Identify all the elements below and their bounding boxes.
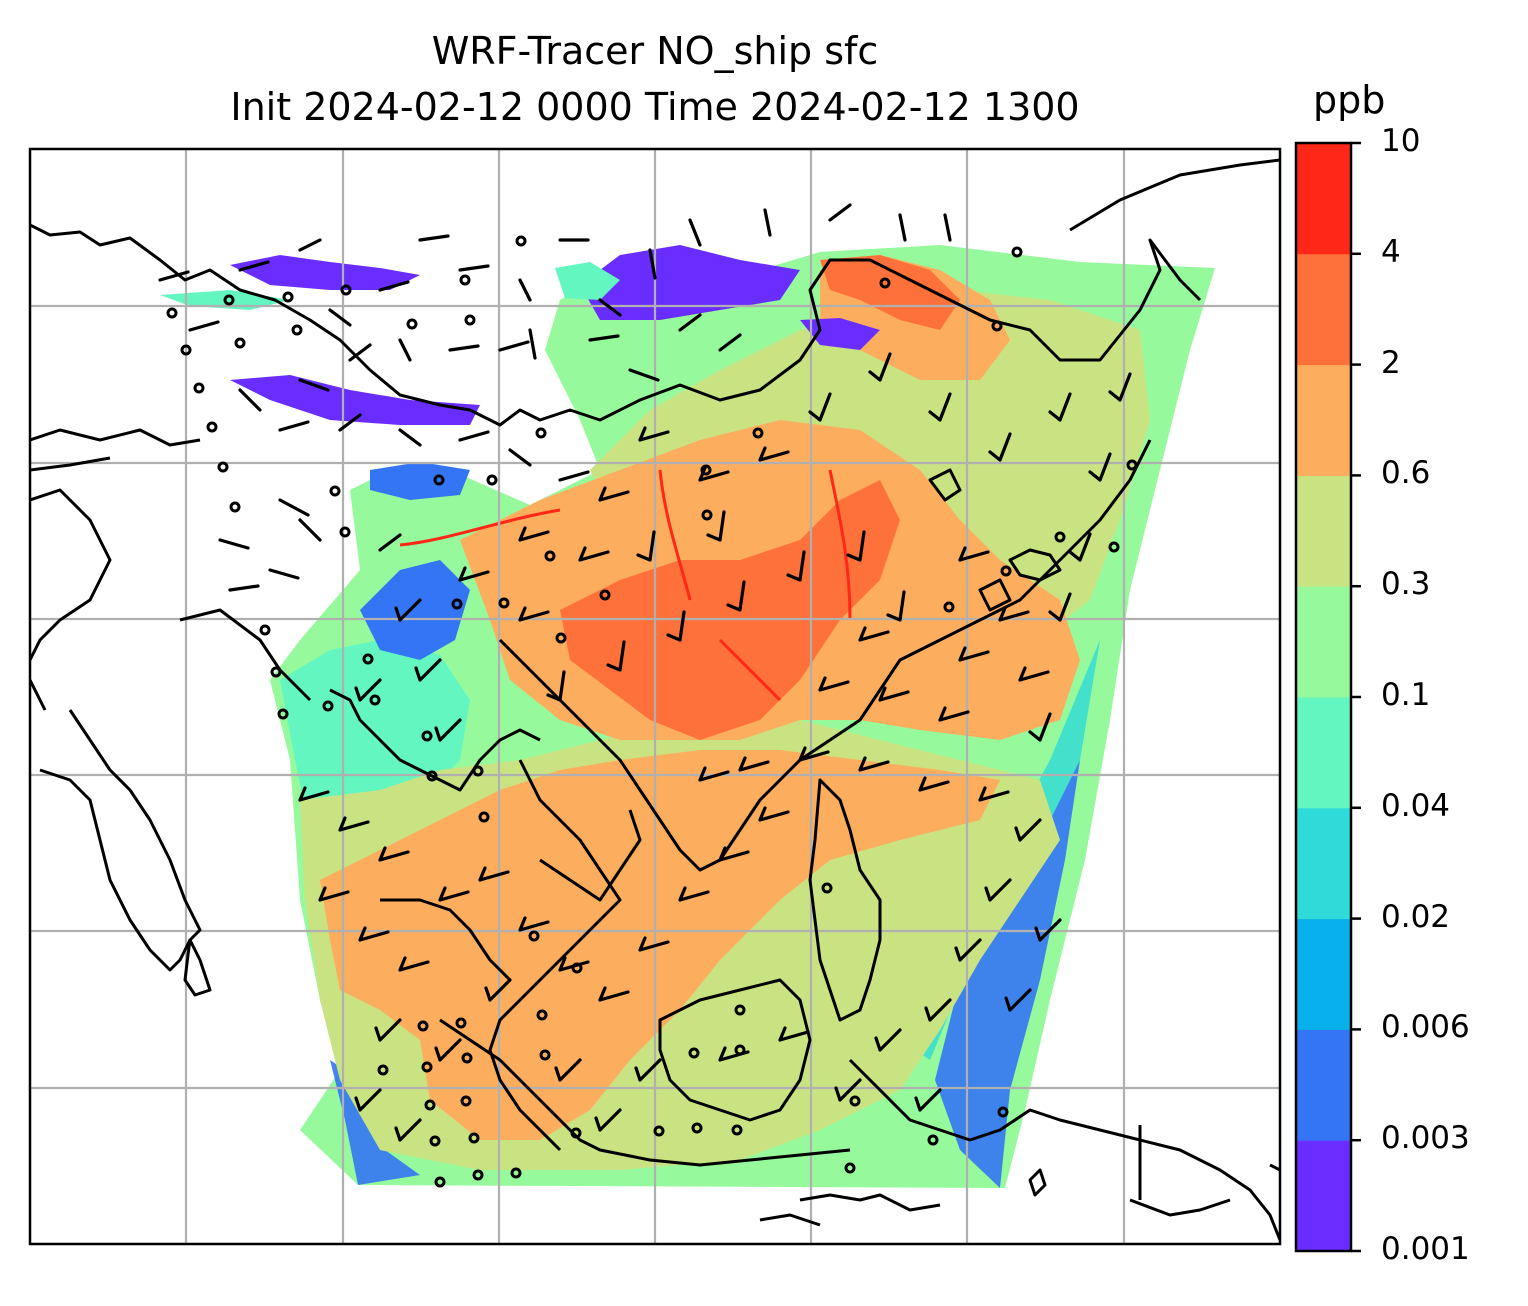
- colorbar-block: [1296, 253, 1351, 366]
- map-title-line-2: Init 2024-02-12 0000 Time 2024-02-12 130…: [230, 85, 1080, 129]
- colorbar-unit-label: ppb: [1313, 78, 1386, 122]
- colorbar-tick-label: 2: [1381, 344, 1401, 381]
- field-high-central: [560, 480, 900, 740]
- field-violet-patch-2: [230, 375, 480, 425]
- map-plot-area: [30, 149, 1280, 1244]
- colorbar-block: [1296, 1140, 1351, 1252]
- coastlines: [30, 158, 1280, 1241]
- colorbar-tick-label: 0.6: [1381, 455, 1431, 492]
- calm-wind-markers: [166, 235, 1138, 1188]
- field-low-east-edge: [935, 760, 1080, 1188]
- colorbar-tick-label: 10: [1381, 123, 1421, 159]
- map-gridlines: [30, 149, 1280, 1244]
- map-title-line-1: WRF-Tracer NO_ship sfc: [431, 29, 879, 73]
- colorbar-tick-label: 0.1: [1381, 677, 1431, 713]
- map-frame: [28, 147, 1282, 1246]
- colorbar-tick-label: 0.02: [1381, 898, 1451, 935]
- colorbar-block: [1296, 586, 1351, 698]
- colorbar-block: [1296, 918, 1351, 1030]
- field-high-coast: [820, 255, 960, 330]
- colorbar-tick-label: 0.04: [1381, 787, 1451, 824]
- colorbar-tick-label: 0.006: [1381, 1009, 1470, 1046]
- colorbar-tick-label: 0.3: [1381, 566, 1431, 603]
- colorbar-tick-label: 4: [1381, 233, 1401, 270]
- field-violet-patch-3: [580, 245, 800, 320]
- field-peak-lines: [399, 469, 852, 702]
- colorbar-block: [1296, 807, 1351, 920]
- field-blue-patch-north: [370, 462, 470, 500]
- colorbar-block: [1296, 1029, 1351, 1141]
- colorbar-block: [1296, 143, 1351, 255]
- colorbar-block: [1296, 475, 1351, 587]
- colorbar-block: [1296, 364, 1351, 476]
- field-violet-patch-1: [230, 255, 420, 290]
- colorbar: [1296, 143, 1351, 1252]
- field-blue-bay: [360, 560, 470, 660]
- wind-barbs: [158, 203, 1132, 1142]
- colorbar-tick-label: 0.001: [1381, 1231, 1470, 1267]
- colorbar-ticks: [1351, 141, 1361, 1253]
- colorbar-block: [1296, 697, 1351, 809]
- colorbar-tick-label: 0.003: [1381, 1120, 1470, 1157]
- field-teal-patch-north: [555, 262, 620, 300]
